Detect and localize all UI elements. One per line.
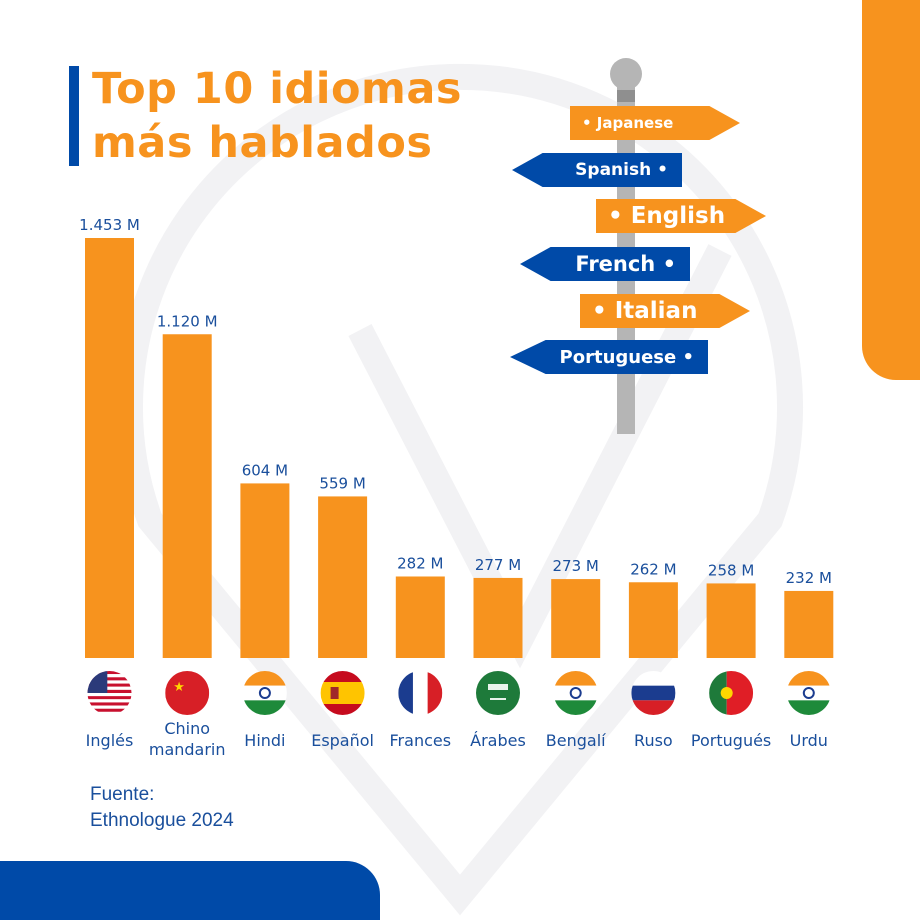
page-title: Top 10 idiomas más hablados	[92, 62, 462, 170]
category-label-line: Inglés	[85, 731, 134, 750]
bar-4	[318, 496, 368, 658]
bar-3	[240, 483, 290, 658]
bar-6	[473, 577, 523, 658]
value-label-8: 262 M	[630, 560, 676, 578]
india-flag-icon	[553, 671, 598, 715]
saudi-arabia-flag-icon	[476, 671, 520, 715]
spain-flag-icon	[320, 671, 365, 715]
category-label-5: Frances	[375, 730, 465, 751]
bar-8	[628, 582, 678, 658]
bar-9	[706, 583, 756, 658]
category-label-10: Urdu	[764, 730, 854, 751]
value-label-9: 258 M	[708, 561, 754, 579]
bar-7	[551, 579, 601, 658]
sign-3: • English	[596, 199, 766, 233]
sign-5: • Italian	[580, 294, 750, 328]
sign-text: French •	[575, 252, 676, 276]
bar-1	[85, 238, 134, 658]
svg-text:★: ★	[173, 680, 185, 695]
us-flag-icon	[87, 671, 132, 715]
category-label-8: Ruso	[608, 730, 698, 751]
bar-5	[395, 576, 445, 658]
category-label-1: Inglés	[65, 730, 155, 751]
title-accent-bar	[69, 66, 79, 166]
decorative-orange-strip	[862, 0, 920, 380]
sign-4: French •	[520, 247, 690, 281]
category-label-line: Bengalí	[545, 731, 606, 750]
category-label-9: Portugués	[686, 730, 776, 751]
title-line-2: más hablados	[92, 118, 433, 168]
value-label-4: 559 M	[319, 474, 365, 492]
sign-2: Spanish •	[512, 153, 682, 187]
sign-text: Portuguese •	[559, 346, 694, 368]
sign-1: • Japanese	[570, 106, 740, 140]
value-label-1: 1.453 M	[79, 216, 140, 234]
category-label-line: mandarin	[148, 740, 226, 759]
india-flag-icon	[786, 671, 831, 715]
value-label-2: 1.120 M	[157, 312, 218, 330]
source-label: Fuente:	[90, 784, 155, 805]
portugal-flag-icon	[709, 671, 754, 715]
bar-2	[162, 334, 212, 658]
category-label-line: Hindi	[244, 731, 286, 750]
france-flag-icon	[398, 671, 443, 715]
bar-10	[784, 590, 834, 658]
title-line-1: Top 10 idiomas	[92, 64, 462, 114]
india-flag-icon	[242, 671, 287, 715]
category-label-7: Bengalí	[531, 730, 621, 751]
signpost-pole-stripe	[617, 90, 635, 102]
source-value: Ethnologue 2024	[90, 810, 234, 831]
sign-text: • Japanese	[582, 114, 674, 132]
value-label-3: 604 M	[242, 461, 288, 479]
sign-text: Spanish •	[575, 160, 668, 180]
category-label-line: Chino	[164, 719, 211, 738]
sign-text: • Italian	[592, 298, 698, 324]
china-flag-icon: ★	[165, 671, 210, 715]
value-label-7: 273 M	[553, 557, 599, 575]
value-label-5: 282 M	[397, 554, 443, 572]
category-label-2: Chino mandarin	[142, 718, 232, 760]
decorative-blue-strip	[0, 861, 380, 920]
value-label-6: 277 M	[475, 556, 521, 574]
category-label-line: Español	[311, 731, 374, 750]
category-label-line: Portugués	[690, 731, 772, 750]
category-label-line: Urdu	[789, 731, 828, 750]
signpost-pole-knob	[610, 58, 642, 90]
sign-6: Portuguese •	[510, 340, 708, 374]
category-label-line: Ruso	[634, 731, 673, 750]
category-label-line: Frances	[389, 731, 452, 750]
value-label-10: 232 M	[786, 569, 832, 587]
source-note: Fuente: Ethnologue 2024	[90, 782, 234, 834]
category-label-4: Español	[298, 730, 388, 751]
russia-flag-icon	[631, 671, 676, 715]
category-label-6: Árabes	[453, 730, 543, 751]
sign-text: • English	[608, 203, 726, 229]
category-label-3: Hindi	[220, 730, 310, 751]
category-label-line: Árabes	[470, 731, 526, 750]
